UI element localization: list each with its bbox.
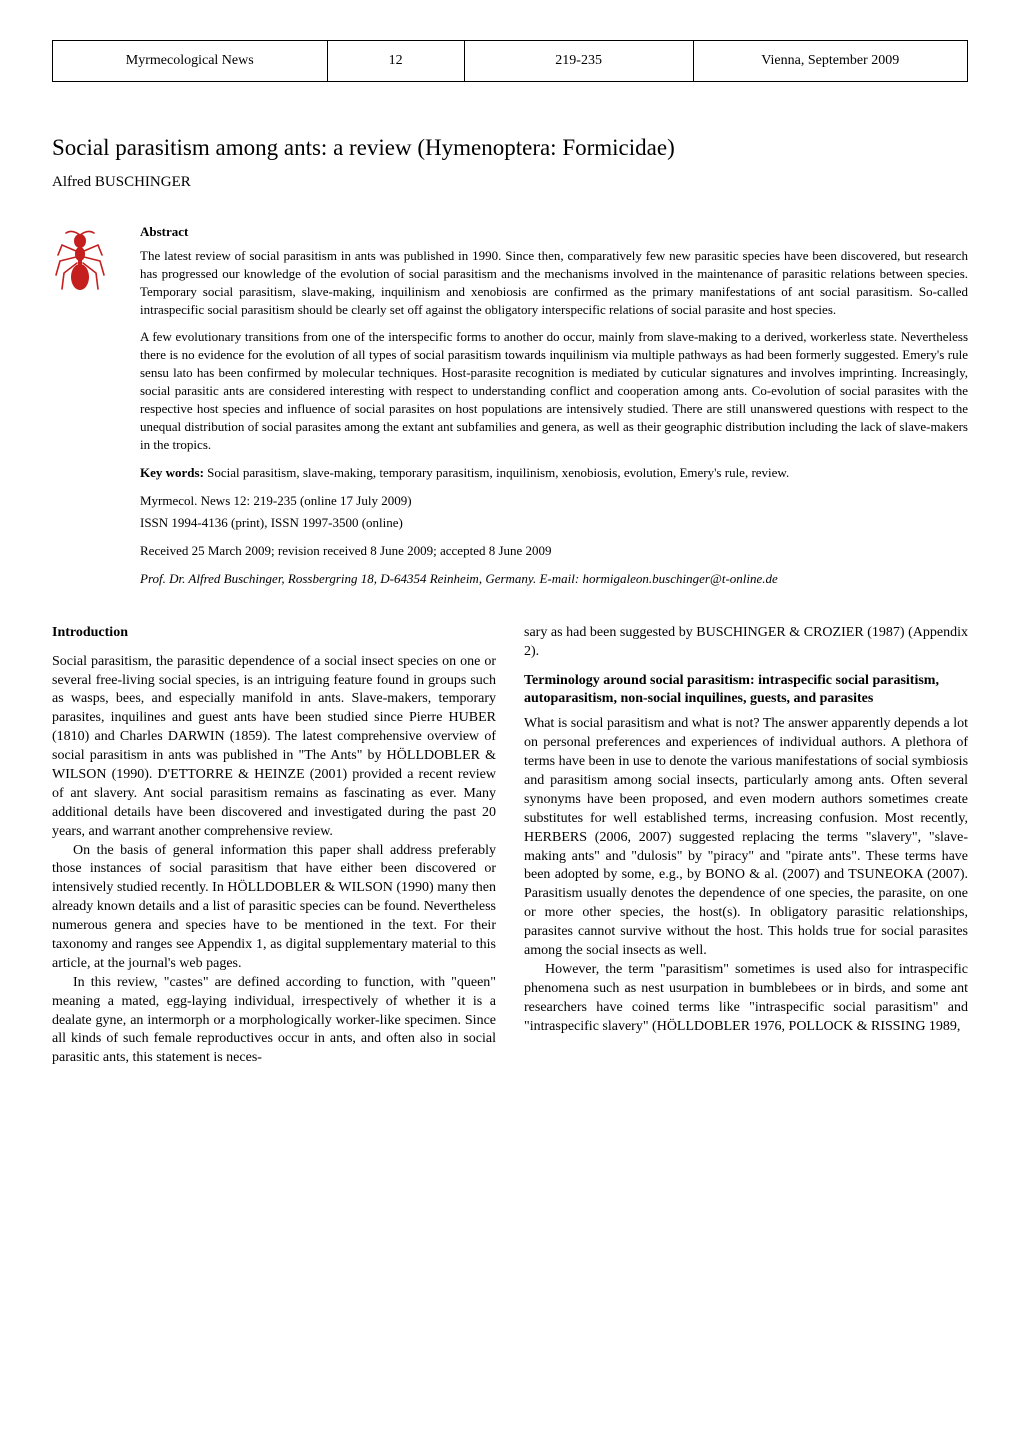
- citation-line: Myrmecol. News 12: 219-235 (online 17 Ju…: [140, 492, 968, 510]
- journal-header-table: Myrmecological News 12 219-235 Vienna, S…: [52, 40, 968, 82]
- abstract-block: Abstract The latest review of social par…: [52, 223, 968, 598]
- dates-line: Received 25 March 2009; revision receive…: [140, 542, 968, 560]
- intro-paragraph-1: Social parasitism, the parasitic depende…: [52, 653, 496, 842]
- citation-meta-block: Myrmecol. News 12: 219-235 (online 17 Ju…: [140, 492, 968, 532]
- ant-icon: [52, 227, 108, 297]
- terminology-paragraph-2: However, the term "parasitism" sometimes…: [524, 961, 968, 1037]
- intro-paragraph-2: On the basis of general information this…: [52, 842, 496, 974]
- journal-name-cell: Myrmecological News: [53, 41, 328, 82]
- pages-cell: 219-235: [464, 41, 693, 82]
- left-column: Introduction Social parasitism, the para…: [52, 624, 496, 1068]
- keywords-line: Key words: Social parasitism, slave-maki…: [140, 464, 968, 482]
- terminology-paragraph-1: What is social parasitism and what is no…: [524, 715, 968, 961]
- paper-title: Social parasitism among ants: a review (…: [52, 132, 968, 164]
- journal-icon-column: [52, 223, 112, 598]
- abstract-paragraph-1: The latest review of social parasitism i…: [140, 247, 968, 319]
- introduction-heading: Introduction: [52, 624, 496, 643]
- abstract-text-column: Abstract The latest review of social par…: [140, 223, 968, 598]
- body-columns: Introduction Social parasitism, the para…: [52, 624, 968, 1068]
- affiliation-line: Prof. Dr. Alfred Buschinger, Rossbergrin…: [140, 570, 968, 588]
- author-name: Alfred BUSCHINGER: [52, 172, 968, 193]
- right-column: sary as had been suggested by BUSCHINGER…: [524, 624, 968, 1068]
- keywords-label: Key words:: [140, 465, 204, 480]
- issue-cell: Vienna, September 2009: [693, 41, 968, 82]
- issn-line: ISSN 1994-4136 (print), ISSN 1997-3500 (…: [140, 514, 968, 532]
- col2-continuation-paragraph: sary as had been suggested by BUSCHINGER…: [524, 624, 968, 662]
- intro-paragraph-3: In this review, "castes" are defined acc…: [52, 974, 496, 1068]
- volume-cell: 12: [327, 41, 464, 82]
- terminology-heading: Terminology around social parasitism: in…: [524, 672, 968, 710]
- abstract-paragraph-2: A few evolutionary transitions from one …: [140, 328, 968, 454]
- abstract-heading: Abstract: [140, 223, 968, 241]
- keywords-text: Social parasitism, slave-making, tempora…: [204, 465, 789, 480]
